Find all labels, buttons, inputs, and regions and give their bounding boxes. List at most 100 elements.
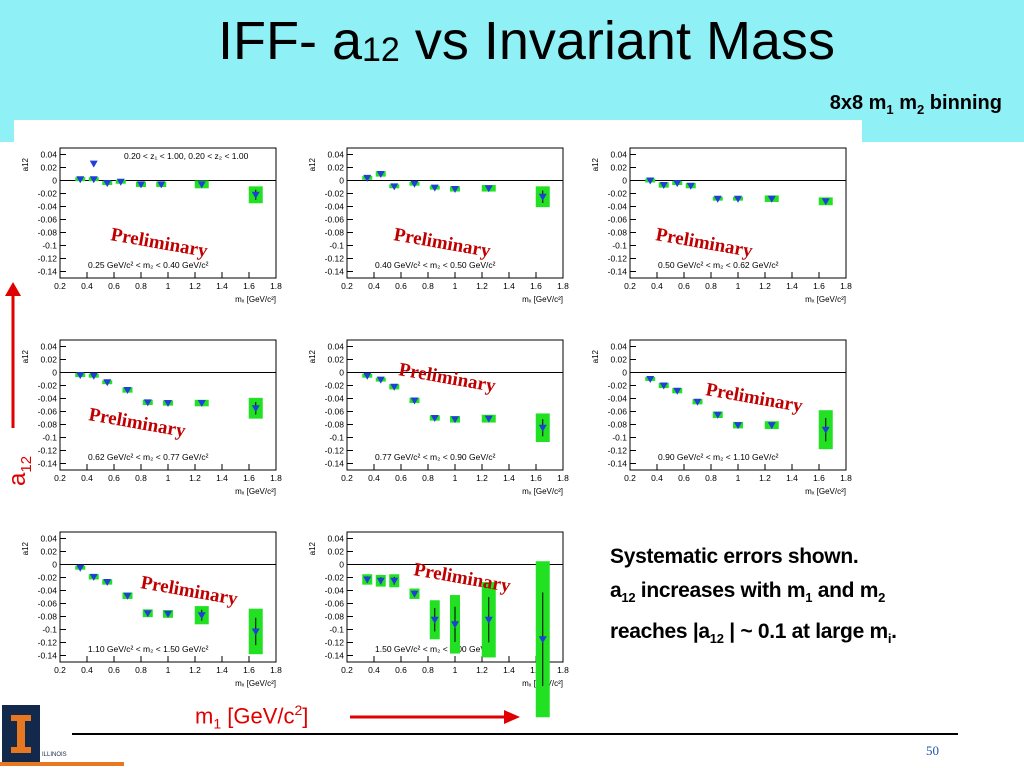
x-tick-label: 1.6	[243, 281, 255, 291]
x-tick-label: 0.4	[368, 281, 380, 291]
x-axis-title: mₓ [GeV/c²]	[235, 295, 276, 304]
y-tick-label: -0.06	[38, 407, 58, 417]
binning-label: 8x8 m1 m2 binning	[829, 92, 1002, 117]
y-tick-label: -0.02	[325, 573, 345, 583]
y-tick-label: -0.02	[608, 381, 628, 391]
x-tick-label: 0.2	[341, 665, 353, 675]
data-point	[164, 610, 172, 618]
plot-panel-8: 0.04 0.02 0 -0.02 -0.04 -0.06 -0.08 -0.1 -0.12 -0…	[308, 531, 569, 718]
data-point	[767, 422, 776, 430]
x-tick-label: 1	[736, 281, 741, 291]
plot-frame	[629, 147, 847, 279]
y-tick-label: -0.06	[608, 407, 628, 417]
y-tick-label: -0.06	[325, 215, 345, 225]
data-point	[143, 610, 152, 618]
x-tick-label: 1.8	[557, 473, 569, 483]
data-point	[451, 185, 459, 193]
m2-range-text: 0.77 GeV/c² < m₂ < 0.90 GeV/c²	[375, 452, 496, 462]
x-tick-label: 1.8	[840, 473, 852, 483]
data-point	[410, 590, 419, 598]
y-tick-label: -0.06	[38, 599, 58, 609]
y-arrow	[5, 282, 21, 428]
x-tick-label: 0.6	[108, 665, 120, 675]
logo-text: ILLINOIS	[42, 752, 67, 758]
x-tick-label: 0.2	[341, 281, 353, 291]
x-tick-label: 0.6	[395, 665, 407, 675]
data-point	[76, 176, 85, 184]
x-tick-label: 0.4	[651, 281, 663, 291]
data-point	[251, 628, 260, 636]
x-tick-label: 0.6	[395, 473, 407, 483]
x-tick-label: 0.2	[624, 473, 636, 483]
x-tick-label: 1	[736, 473, 741, 483]
y-tick-label: -0.14	[608, 267, 628, 277]
data-point	[646, 376, 655, 383]
data-point	[123, 592, 132, 600]
x-tick-label: 0.6	[678, 473, 690, 483]
data-point	[376, 171, 385, 178]
x-tick-label: 1.2	[189, 665, 201, 675]
x-axis-title: mₓ [GeV/c²]	[235, 487, 276, 496]
data-point	[390, 577, 399, 585]
data-point	[538, 636, 547, 644]
y-tick-label: 0	[52, 176, 57, 186]
note-line-1: Systematic errors shown.	[610, 545, 859, 568]
plot-panel-5: 0.04 0.02 0 -0.02 -0.04 -0.06 -0.08 -0.1 -0.12 -0…	[308, 339, 569, 496]
plot-panel-6: 0.04 0.02 0 -0.02 -0.04 -0.06 -0.08 -0.1 -0.12 -0…	[591, 339, 852, 496]
y-tick-label: -0.12	[608, 254, 628, 264]
y-tick-label: -0.02	[38, 189, 58, 199]
x-axis-title: mₓ [GeV/c²]	[522, 487, 563, 496]
x-tick-label: 1.4	[216, 665, 228, 675]
x-tick-label: 0.8	[422, 473, 434, 483]
y-tick-label: -0.1	[329, 433, 344, 443]
x-tick-label: 0.8	[135, 665, 147, 675]
plot-frame	[59, 531, 277, 663]
y-tick-label: -0.14	[38, 267, 58, 277]
data-point	[251, 191, 260, 199]
y-tick-label: -0.02	[608, 189, 628, 199]
data-point	[116, 178, 125, 186]
x-tick-label: 1.2	[759, 281, 771, 291]
x-tick-label: 0.6	[678, 281, 690, 291]
data-point	[410, 397, 419, 405]
m2-range-text: 0.90 GeV/c² < m₂ < 1.10 GeV/c²	[658, 452, 779, 462]
y-tick-label: 0	[339, 176, 344, 186]
data-point	[376, 376, 385, 384]
y-tick-label: -0.04	[325, 586, 345, 596]
x-tick-label: 1.2	[476, 281, 488, 291]
x-tick-label: 0.8	[422, 665, 434, 675]
x-tick-label: 1.6	[530, 281, 542, 291]
y-tick-label: -0.12	[325, 638, 345, 648]
y-tick-label: -0.08	[325, 612, 345, 622]
data-point	[363, 372, 372, 380]
x-tick-label: 0.6	[395, 281, 407, 291]
plot-panel-7: 0.04 0.02 0 -0.02 -0.04 -0.06 -0.08 -0.1 -0.12 -0…	[21, 531, 282, 688]
y-tick-label: -0.08	[38, 612, 58, 622]
y-tick-label: 0.02	[610, 355, 627, 365]
y-tick-label: -0.02	[325, 381, 345, 391]
logo-stripe	[0, 762, 124, 766]
data-point	[197, 181, 206, 189]
y-tick-label: -0.1	[612, 433, 627, 443]
x-tick-label: 0.4	[81, 473, 93, 483]
data-point	[538, 193, 547, 201]
y-tick-label: -0.1	[612, 241, 627, 251]
x-tick-label: 1.4	[786, 281, 798, 291]
y-tick-label: -0.04	[608, 202, 628, 212]
data-point	[197, 400, 206, 408]
x-axis-title: mₓ [GeV/c²]	[805, 487, 846, 496]
y-tick-label: -0.12	[38, 446, 58, 456]
x-tick-label: 1.6	[530, 473, 542, 483]
data-point	[767, 195, 776, 203]
page-number: 50	[926, 743, 939, 758]
x-tick-label: 1	[166, 281, 171, 291]
data-point	[430, 184, 439, 192]
data-point	[89, 176, 98, 184]
y-tick-label: -0.1	[42, 433, 57, 443]
x-tick-label: 0.4	[368, 665, 380, 675]
y-tick-label: -0.12	[38, 638, 58, 648]
data-point	[686, 182, 695, 190]
x-tick-label: 1.4	[503, 665, 515, 675]
x-tick-label: 0.6	[108, 473, 120, 483]
y-tick-label: -0.1	[42, 625, 57, 635]
